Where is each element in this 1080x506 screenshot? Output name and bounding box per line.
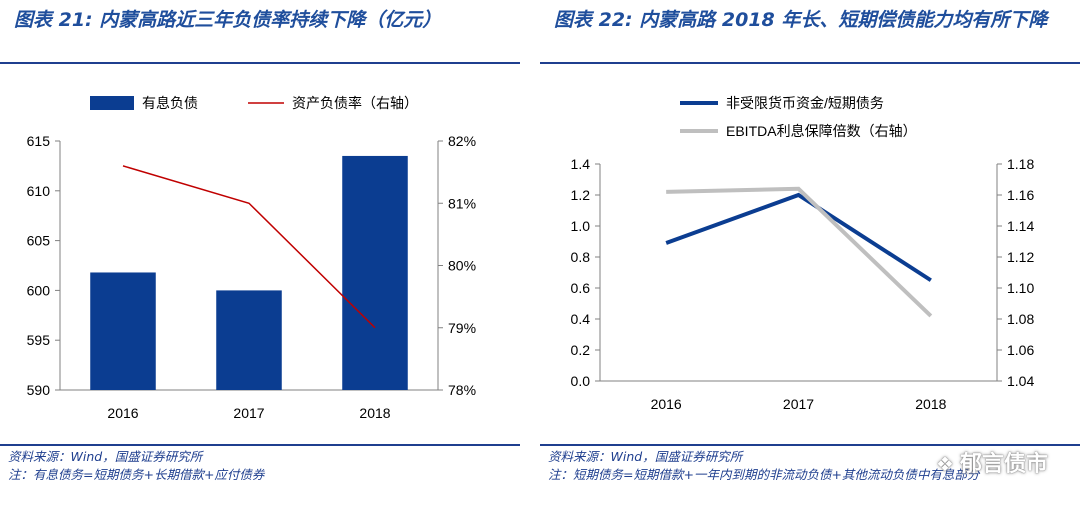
y-tick-label: 615 (27, 133, 51, 149)
y2-tick-label: 1.06 (1007, 342, 1034, 358)
watermark: ❖ 郁言债市 (936, 446, 1048, 478)
legend-label: 有息负债 (142, 95, 198, 111)
bar (90, 272, 156, 390)
source-divider (0, 444, 520, 446)
y-tick-label: 0.0 (571, 373, 591, 389)
x-tick-label: 2018 (915, 396, 946, 412)
y2-tick-label: 1.08 (1007, 311, 1034, 327)
series-line (665, 192, 932, 282)
bar (216, 290, 282, 390)
note-text: 注：短期债务=短期借款+一年内到期的非流动负债+其他流动负债中有息部分 (548, 467, 980, 482)
y-tick-label: 605 (27, 233, 51, 249)
source-divider (540, 444, 1080, 446)
legend-label: 非受限货币资金/短期债务 (726, 95, 884, 111)
watermark-text: 郁言债市 (959, 452, 1048, 477)
y2-tick-label: 1.04 (1007, 373, 1034, 389)
y-tick-label: 0.6 (571, 280, 591, 296)
y2-tick-label: 1.16 (1007, 187, 1034, 203)
chart-panel-solvency: 图表 22: 内蒙高路 2018 年长、短期偿债能力均有所下降 0.0 0.2 0.… (540, 0, 1080, 506)
source-text: 资料来源：Wind，国盛证券研究所 (548, 449, 743, 464)
chart-title: 图表 21: 内蒙高路近三年负债率持续下降（亿元） (14, 9, 442, 31)
x-tick-label: 2017 (233, 405, 264, 421)
chart-title: 图表 22: 内蒙高路 2018 年长、短期偿债能力均有所下降 (554, 9, 1048, 31)
series-line (666, 186, 933, 318)
x-tick-label: 2016 (107, 405, 138, 421)
y-tick-label: 600 (27, 282, 51, 298)
y-tick-label: 1.0 (571, 218, 591, 234)
series-line (122, 165, 376, 329)
y2-tick-label: 78% (448, 382, 476, 398)
wechat-icon: ❖ (936, 452, 954, 476)
x-tick-label: 2016 (651, 396, 682, 412)
y-tick-label: 1.4 (571, 156, 591, 172)
y-tick-label: 1.2 (571, 187, 591, 203)
x-tick-label: 2017 (783, 396, 814, 412)
y2-tick-label: 79% (448, 320, 476, 336)
y-tick-label: 0.8 (571, 249, 591, 265)
y2-tick-label: 1.12 (1007, 249, 1034, 265)
y-tick-label: 0.2 (571, 342, 591, 358)
title-divider (0, 62, 520, 64)
solvency-chart: 0.0 0.2 0.4 0.6 0.8 1.0 1.2 1.4 1.04 1.06 1.08 1.10… (571, 95, 1035, 412)
y2-tick-label: 1.14 (1007, 218, 1034, 234)
title-divider (540, 62, 1080, 64)
y2-tick-label: 82% (448, 133, 476, 149)
debt-chart: 590 595 600 605 610 615 78% 79% 80% 81% 82% 2016 201… (27, 95, 476, 421)
source-text: 资料来源：Wind，国盛证券研究所 (8, 449, 203, 464)
y2-tick-label: 80% (448, 258, 476, 274)
y-tick-label: 0.4 (571, 311, 591, 327)
y-tick-label: 595 (27, 332, 51, 348)
legend-label: 资产负债率（右轴） (292, 95, 418, 111)
y2-tick-label: 81% (448, 195, 476, 211)
chart-panel-debt: 图表 21: 内蒙高路近三年负债率持续下降（亿元） 590 595 600 605 61… (0, 0, 520, 506)
y-tick-label: 610 (27, 183, 51, 199)
y-tick-label: 590 (27, 382, 51, 398)
legend-label: EBITDA利息保障倍数（右轴） (726, 123, 917, 139)
bar (342, 155, 408, 390)
note-text: 注：有息债务=短期债务+长期借款+应付债券 (8, 467, 265, 482)
legend-swatch (90, 96, 134, 110)
x-tick-label: 2018 (359, 405, 390, 421)
y2-tick-label: 1.18 (1007, 156, 1034, 172)
y2-tick-label: 1.10 (1007, 280, 1034, 296)
